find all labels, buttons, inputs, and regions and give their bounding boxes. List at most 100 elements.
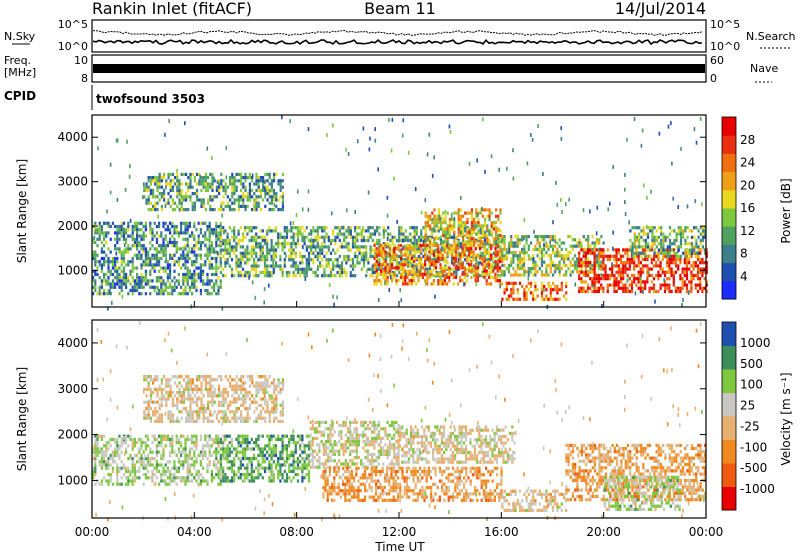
power-cell-b0 bbox=[208, 224, 211, 229]
power-cell-b4 bbox=[457, 230, 460, 234]
power-cell-b1 bbox=[156, 185, 159, 189]
power-cell-b3 bbox=[430, 243, 433, 248]
power-cell-b2 bbox=[219, 261, 223, 265]
velocity-cell-b0 bbox=[147, 460, 150, 464]
power-cell-b3 bbox=[373, 279, 376, 283]
power-cell-b2 bbox=[316, 267, 319, 271]
velocity-cell-b0 bbox=[111, 466, 114, 470]
power-cell-b7 bbox=[633, 273, 636, 278]
power-cell-b2 bbox=[426, 238, 429, 243]
velocity-cell-b0 bbox=[122, 473, 125, 477]
power-cell-b1 bbox=[251, 208, 254, 212]
power-cell-b4 bbox=[457, 240, 460, 244]
power-cell-b2 bbox=[365, 229, 368, 233]
power-cell-b2 bbox=[497, 229, 500, 233]
power-cell-b1 bbox=[156, 201, 159, 205]
power-cell-b7 bbox=[688, 280, 691, 284]
power-cell-b8 bbox=[651, 242, 654, 246]
power-cell-b5 bbox=[584, 247, 588, 251]
power-cell-b5 bbox=[565, 273, 568, 277]
velocity-cell-b1 bbox=[171, 375, 174, 379]
power-cell-b1 bbox=[257, 195, 260, 199]
power-cell-b3 bbox=[432, 259, 435, 264]
power-cell-b1 bbox=[257, 204, 260, 208]
power-cell-b2 bbox=[351, 238, 355, 243]
power-cell-b2 bbox=[270, 242, 273, 246]
power-cell-b7 bbox=[705, 283, 708, 287]
power-cell-b2 bbox=[332, 248, 335, 252]
power-cell-b7 bbox=[597, 254, 601, 258]
power-cell-b2 bbox=[446, 248, 449, 252]
power-cell-b8 bbox=[677, 226, 680, 230]
power-cell-b5 bbox=[516, 257, 519, 261]
power-cell-b1 bbox=[180, 208, 183, 212]
power-cell-b0 bbox=[96, 231, 99, 235]
power-cell-b2 bbox=[453, 235, 456, 239]
power-cell-b0 bbox=[114, 260, 117, 264]
power-cell-b8 bbox=[693, 248, 696, 252]
power-cell-b2 bbox=[347, 258, 350, 262]
power-cell-b2 bbox=[391, 248, 394, 252]
power-cell-b6 bbox=[551, 281, 555, 285]
power-cell-b4 bbox=[424, 237, 427, 241]
power-cell-b0 bbox=[98, 228, 101, 232]
velocity-cell-b1 bbox=[147, 375, 150, 379]
power-cell-b0 bbox=[204, 282, 207, 286]
power-cell-b8 bbox=[631, 242, 634, 246]
power-noise-cell bbox=[391, 117, 394, 122]
power-cell-b7 bbox=[622, 273, 625, 278]
power-cell-b2 bbox=[365, 238, 368, 243]
power-cell-b2 bbox=[274, 242, 278, 246]
power-noise-cell bbox=[533, 229, 535, 234]
velocity-cell-b0 bbox=[140, 460, 143, 464]
power-cell-b1 bbox=[262, 182, 265, 186]
power-cell-b3 bbox=[494, 266, 497, 270]
velocity-cell-b0 bbox=[147, 437, 150, 441]
power-cell-b0 bbox=[116, 224, 119, 229]
power-cell-b0 bbox=[177, 292, 180, 296]
velocity-cell-b1 bbox=[174, 375, 177, 379]
power-cell-b0 bbox=[171, 256, 174, 261]
power-noise-cell bbox=[530, 133, 532, 137]
velocity-cell-b0 bbox=[105, 463, 108, 467]
velocity-cell-b0 bbox=[107, 460, 110, 464]
power-cell-b0 bbox=[94, 279, 97, 283]
power-cell-b2 bbox=[360, 245, 363, 249]
power-cell-b5 bbox=[549, 257, 552, 261]
power-cell-b1 bbox=[178, 188, 181, 192]
power-cell-b5 bbox=[505, 251, 508, 255]
velocity-cell-b0 bbox=[195, 444, 198, 448]
power-cell-b0 bbox=[184, 256, 187, 261]
power-cell-b3 bbox=[391, 279, 394, 283]
power-cell-b8 bbox=[635, 238, 639, 243]
power-cell-b3 bbox=[463, 253, 466, 257]
velocity-cell-b1 bbox=[171, 413, 174, 417]
power-noise-cell bbox=[374, 127, 376, 132]
power-cell-b2 bbox=[296, 226, 300, 230]
power-cell-b0 bbox=[109, 272, 112, 277]
power-cell-b7 bbox=[650, 273, 653, 278]
velocity-cell-b1 bbox=[160, 394, 163, 398]
power-cell-b1 bbox=[240, 182, 243, 186]
power-cell-b3 bbox=[406, 253, 409, 257]
power-noise-cell bbox=[307, 127, 310, 132]
power-cell-b5 bbox=[543, 235, 546, 239]
velocity-cell-b0 bbox=[149, 457, 152, 461]
power-cell-b4 bbox=[448, 227, 451, 231]
power-cell-b1 bbox=[209, 204, 212, 208]
power-cell-b4 bbox=[429, 224, 432, 228]
power-cell-b0 bbox=[193, 279, 196, 283]
power-cell-b0 bbox=[206, 247, 209, 251]
power-cell-b4 bbox=[481, 227, 484, 231]
power-cell-b5 bbox=[556, 263, 559, 267]
power-cell-b2 bbox=[358, 232, 361, 236]
power-cell-b0 bbox=[162, 266, 165, 270]
power-cell-b7 bbox=[622, 264, 625, 268]
power-cell-b0 bbox=[120, 253, 123, 257]
power-cell-b6 bbox=[501, 297, 504, 301]
power-cell-b0 bbox=[107, 269, 110, 273]
power-cell-b1 bbox=[158, 172, 161, 176]
power-cell-b0 bbox=[155, 263, 158, 267]
power-cell-b1 bbox=[275, 172, 278, 176]
power-cell-b5 bbox=[560, 247, 563, 251]
